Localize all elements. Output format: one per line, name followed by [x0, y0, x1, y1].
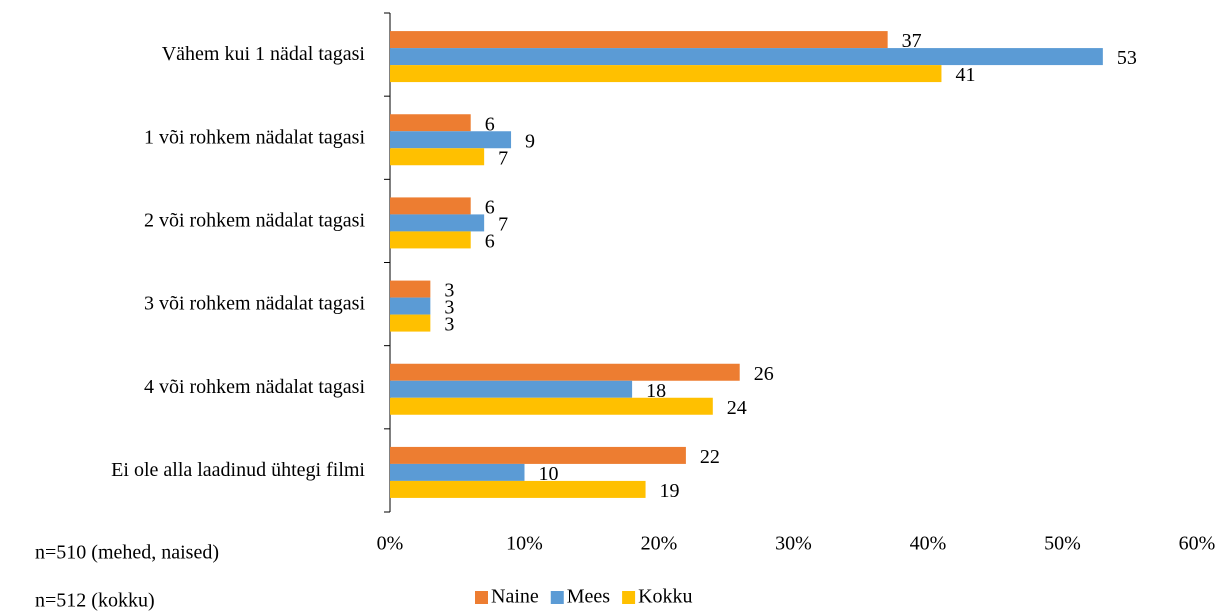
data-label: 26 — [754, 363, 774, 385]
bar — [390, 48, 1103, 66]
legend-label: Kokku — [638, 586, 692, 608]
x-tick-label: 60% — [1179, 533, 1216, 555]
bar — [390, 131, 512, 149]
x-tick-label: 40% — [910, 533, 947, 555]
bar — [390, 31, 888, 49]
bar — [390, 214, 485, 232]
bar — [390, 280, 431, 298]
bar — [390, 114, 471, 132]
data-label: 41 — [955, 64, 975, 86]
legend-label: Naine — [491, 586, 539, 608]
legend-swatch — [475, 591, 488, 604]
legend-label: Mees — [567, 586, 611, 608]
y-tick-label: 4 või rohkem nädalat tagasi — [144, 376, 365, 398]
data-label: 7 — [498, 214, 508, 236]
y-tick-label: 1 või rohkem nädalat tagasi — [144, 126, 365, 148]
data-label: 10 — [539, 463, 559, 485]
data-label: 19 — [660, 480, 680, 502]
data-label: 7 — [498, 147, 508, 169]
bar — [390, 397, 713, 415]
data-label: 6 — [485, 231, 495, 253]
bar — [390, 148, 485, 166]
y-tick-label: 3 või rohkem nädalat tagasi — [144, 293, 365, 315]
bar — [390, 480, 646, 498]
data-label: 9 — [525, 130, 535, 152]
data-label: 24 — [727, 397, 747, 419]
bar — [390, 446, 686, 464]
data-label: 6 — [485, 113, 495, 135]
x-tick-label: 30% — [775, 533, 812, 555]
y-tick-label: Vähem kui 1 nädal tagasi — [162, 43, 366, 65]
x-tick-label: 50% — [1044, 533, 1081, 555]
bar — [390, 65, 942, 83]
y-tick-label: 2 või rohkem nädalat tagasi — [144, 210, 365, 232]
bar — [390, 314, 431, 332]
data-label: 53 — [1117, 47, 1137, 69]
y-tick-label: Ei ole alla laadinud ühtegi filmi — [111, 459, 365, 481]
x-tick-label: 20% — [641, 533, 678, 555]
bar — [390, 463, 525, 481]
legend-swatch — [622, 591, 636, 604]
x-tick-label: 10% — [506, 533, 543, 555]
legend-swatch — [550, 591, 564, 604]
data-label: 6 — [485, 197, 495, 219]
data-label: 3 — [444, 280, 454, 302]
bar — [390, 197, 471, 215]
annotation: n=510 (mehed, naised) — [35, 542, 219, 564]
x-tick-label: 0% — [377, 533, 404, 555]
bar — [390, 363, 740, 381]
data-label: 22 — [700, 446, 720, 468]
bar — [390, 380, 633, 398]
data-label: 3 — [444, 297, 454, 319]
data-label: 3 — [444, 314, 454, 336]
bar — [390, 297, 431, 315]
bar — [390, 231, 471, 249]
annotation: n=512 (kokku) — [35, 590, 155, 612]
data-label: 18 — [646, 380, 666, 402]
data-label: 37 — [902, 30, 922, 52]
